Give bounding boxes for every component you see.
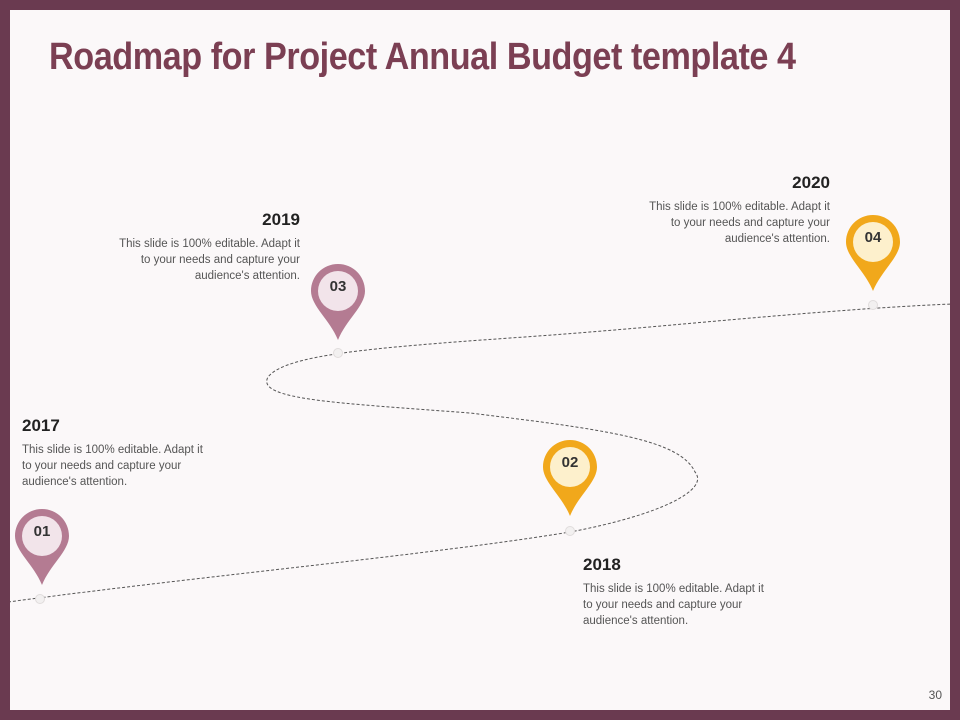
- milestone-4-description: This slide is 100% editable. Adapt it to…: [649, 201, 830, 245]
- milestone-2-description: This slide is 100% editable. Adapt it to…: [583, 583, 764, 627]
- milestone-3-number: 03: [329, 278, 347, 295]
- slide-title: Roadmap for Project Annual Budget templa…: [49, 36, 796, 78]
- milestone-1-description: This slide is 100% editable. Adapt it to…: [22, 444, 203, 488]
- page-number: 30: [928, 688, 942, 702]
- slide: Roadmap for Project Annual Budget templa…: [10, 10, 950, 710]
- milestone-2-year: 2018: [583, 555, 621, 574]
- milestone-3-anchor-dot: [333, 348, 343, 358]
- roadmap-path: [10, 303, 950, 603]
- milestone-3-text-block: 2019 This slide is 100% editable. Adapt …: [115, 210, 300, 284]
- map-pin-icon: [846, 215, 900, 291]
- milestone-2-anchor-dot: [565, 526, 575, 536]
- milestone-1-text-block: 2017 This slide is 100% editable. Adapt …: [22, 416, 207, 490]
- milestone-4-year: 2020: [792, 173, 830, 192]
- map-pin-icon: [543, 440, 597, 516]
- milestone-4-anchor-dot: [868, 300, 878, 310]
- milestone-1-anchor-dot: [35, 594, 45, 604]
- milestone-3-description: This slide is 100% editable. Adapt it to…: [119, 238, 300, 282]
- map-pin-icon: [15, 509, 69, 585]
- milestone-2-pin: 02: [540, 438, 600, 518]
- milestone-1-pin: 01: [12, 507, 72, 587]
- milestone-1-number: 01: [33, 523, 51, 540]
- milestone-3-year: 2019: [262, 210, 300, 229]
- milestone-4-pin: 04: [843, 213, 903, 293]
- map-pin-icon: [311, 264, 365, 340]
- milestone-1-year: 2017: [22, 416, 60, 435]
- milestone-2-number: 02: [561, 454, 579, 471]
- milestone-4-number: 04: [864, 229, 882, 246]
- milestone-4-text-block: 2020 This slide is 100% editable. Adapt …: [645, 173, 830, 247]
- milestone-2-text-block: 2018 This slide is 100% editable. Adapt …: [583, 555, 768, 629]
- milestone-3-pin: 03: [308, 262, 368, 342]
